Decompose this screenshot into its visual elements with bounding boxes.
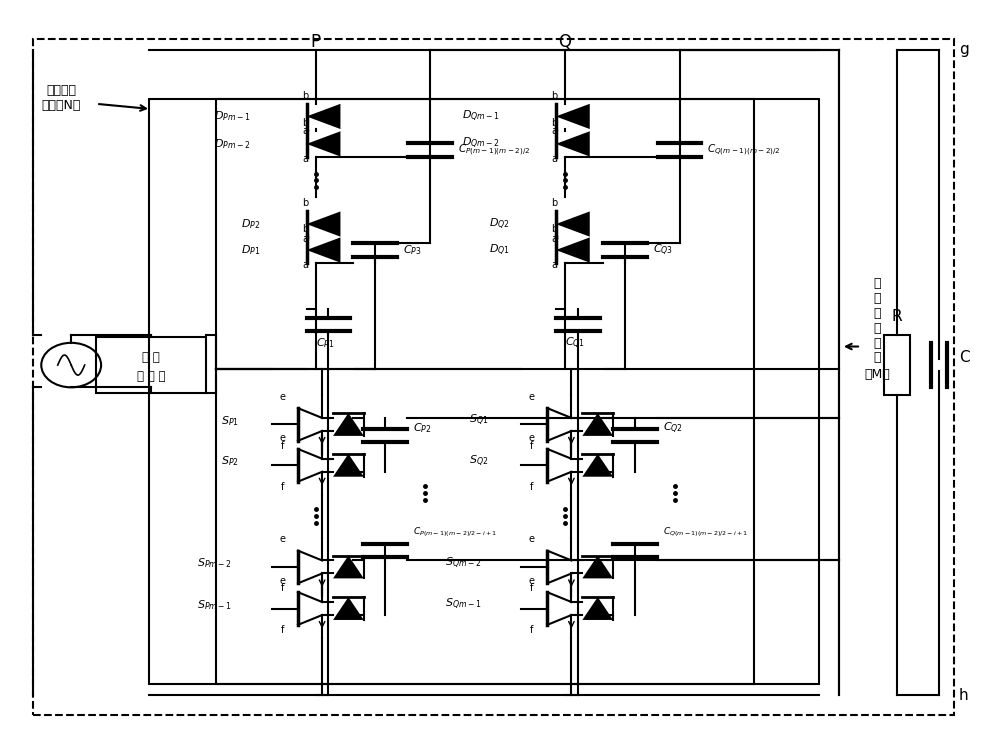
- Text: $S_{Qm-2}$: $S_{Qm-2}$: [445, 556, 481, 571]
- Polygon shape: [556, 212, 590, 237]
- Polygon shape: [333, 454, 364, 477]
- Text: e: e: [529, 392, 535, 402]
- Text: e: e: [280, 392, 286, 402]
- Text: 第二模块: 第二模块: [46, 84, 76, 97]
- Text: $D_{P1}$: $D_{P1}$: [241, 243, 261, 257]
- Text: 模: 模: [873, 307, 881, 320]
- Text: f: f: [281, 482, 284, 492]
- Text: f: f: [281, 583, 284, 594]
- Text: e: e: [280, 534, 286, 545]
- Bar: [96, 337, 206, 393]
- Text: $S_{Q1}$: $S_{Q1}$: [469, 413, 488, 428]
- Text: b: b: [552, 91, 558, 101]
- Text: b: b: [552, 224, 558, 234]
- Text: $C_{P2}$: $C_{P2}$: [413, 421, 432, 435]
- Polygon shape: [582, 413, 613, 436]
- Text: a: a: [303, 153, 309, 164]
- Text: $C_{Q2}$: $C_{Q2}$: [663, 421, 683, 436]
- Polygon shape: [333, 597, 364, 620]
- Text: 单元（N）: 单元（N）: [42, 99, 81, 112]
- Text: a: a: [552, 260, 558, 270]
- Text: f: f: [530, 482, 534, 492]
- Text: a: a: [552, 234, 558, 244]
- Text: a: a: [552, 153, 558, 164]
- Text: $C_{Q1}$: $C_{Q1}$: [565, 336, 585, 352]
- Text: $S_{P1}$: $S_{P1}$: [221, 413, 239, 428]
- Text: f: f: [530, 441, 534, 451]
- Text: $D_{Pm-1}$: $D_{Pm-1}$: [214, 110, 251, 124]
- Text: a: a: [303, 234, 309, 244]
- Text: a: a: [552, 126, 558, 136]
- Text: e: e: [529, 534, 535, 545]
- Text: b: b: [552, 198, 558, 209]
- Text: e: e: [529, 576, 535, 586]
- Text: f: f: [281, 441, 284, 451]
- Text: Q: Q: [558, 34, 571, 51]
- Text: （M）: （M）: [864, 368, 890, 381]
- Text: 单: 单: [873, 337, 881, 349]
- Text: $C_{P(m-1)(m-2)/2-i+1}$: $C_{P(m-1)(m-2)/2-i+1}$: [413, 525, 497, 539]
- Text: $C_{Q3}$: $C_{Q3}$: [653, 242, 673, 258]
- Text: 元: 元: [873, 352, 881, 364]
- Polygon shape: [307, 212, 340, 237]
- Text: e: e: [529, 433, 535, 443]
- Text: $S_{P2}$: $S_{P2}$: [221, 454, 239, 469]
- Text: $C_{P1}$: $C_{P1}$: [316, 337, 335, 350]
- Polygon shape: [333, 413, 364, 436]
- Text: $D_{Q2}$: $D_{Q2}$: [489, 217, 510, 232]
- Text: $C_{Q(m-1)(m-2)/2}$: $C_{Q(m-1)(m-2)/2}$: [707, 142, 781, 157]
- Text: R: R: [892, 309, 902, 324]
- Text: $C_{Q(m-1)(m-2)/2-i+1}$: $C_{Q(m-1)(m-2)/2-i+1}$: [663, 525, 748, 539]
- Text: $D_{Qm-1}$: $D_{Qm-1}$: [462, 109, 500, 124]
- Polygon shape: [582, 454, 613, 477]
- Text: 高 频: 高 频: [142, 351, 160, 364]
- Text: $D_{Qm-2}$: $D_{Qm-2}$: [462, 136, 500, 151]
- Polygon shape: [556, 104, 590, 129]
- Text: $C_{P3}$: $C_{P3}$: [403, 243, 422, 257]
- Polygon shape: [307, 104, 340, 129]
- Text: $S_{Qm-1}$: $S_{Qm-1}$: [445, 597, 481, 612]
- Text: h: h: [959, 688, 968, 703]
- Polygon shape: [582, 597, 613, 620]
- Polygon shape: [556, 238, 590, 263]
- Text: b: b: [302, 198, 309, 209]
- Text: f: f: [530, 625, 534, 635]
- Text: b: b: [302, 91, 309, 101]
- Text: b: b: [302, 224, 309, 234]
- Polygon shape: [556, 131, 590, 156]
- Text: 块: 块: [873, 322, 881, 335]
- Text: e: e: [280, 576, 286, 586]
- Text: a: a: [303, 126, 309, 136]
- Text: 滤 波 器: 滤 波 器: [137, 370, 165, 383]
- Text: $S_{Pm-2}$: $S_{Pm-2}$: [197, 557, 232, 570]
- Text: g: g: [959, 42, 968, 57]
- Text: $S_{Pm-1}$: $S_{Pm-1}$: [197, 598, 232, 612]
- Bar: [884, 335, 910, 395]
- Text: 一: 一: [873, 292, 881, 305]
- Text: f: f: [530, 583, 534, 594]
- Text: f: f: [281, 625, 284, 635]
- Text: C: C: [959, 350, 969, 365]
- Text: $D_{Pm-2}$: $D_{Pm-2}$: [214, 137, 251, 150]
- Polygon shape: [333, 556, 364, 578]
- Text: $D_{Q1}$: $D_{Q1}$: [489, 242, 510, 258]
- Polygon shape: [307, 238, 340, 263]
- Polygon shape: [307, 131, 340, 156]
- Text: a: a: [303, 260, 309, 270]
- Text: 第: 第: [873, 277, 881, 290]
- Text: $D_{P2}$: $D_{P2}$: [241, 217, 261, 231]
- Text: P: P: [310, 34, 321, 51]
- Text: b: b: [302, 118, 309, 128]
- Text: b: b: [552, 118, 558, 128]
- Polygon shape: [582, 556, 613, 578]
- Text: $S_{Q2}$: $S_{Q2}$: [469, 454, 488, 469]
- Text: e: e: [280, 433, 286, 443]
- Text: $C_{P(m-1)(m-2)/2}$: $C_{P(m-1)(m-2)/2}$: [458, 142, 530, 157]
